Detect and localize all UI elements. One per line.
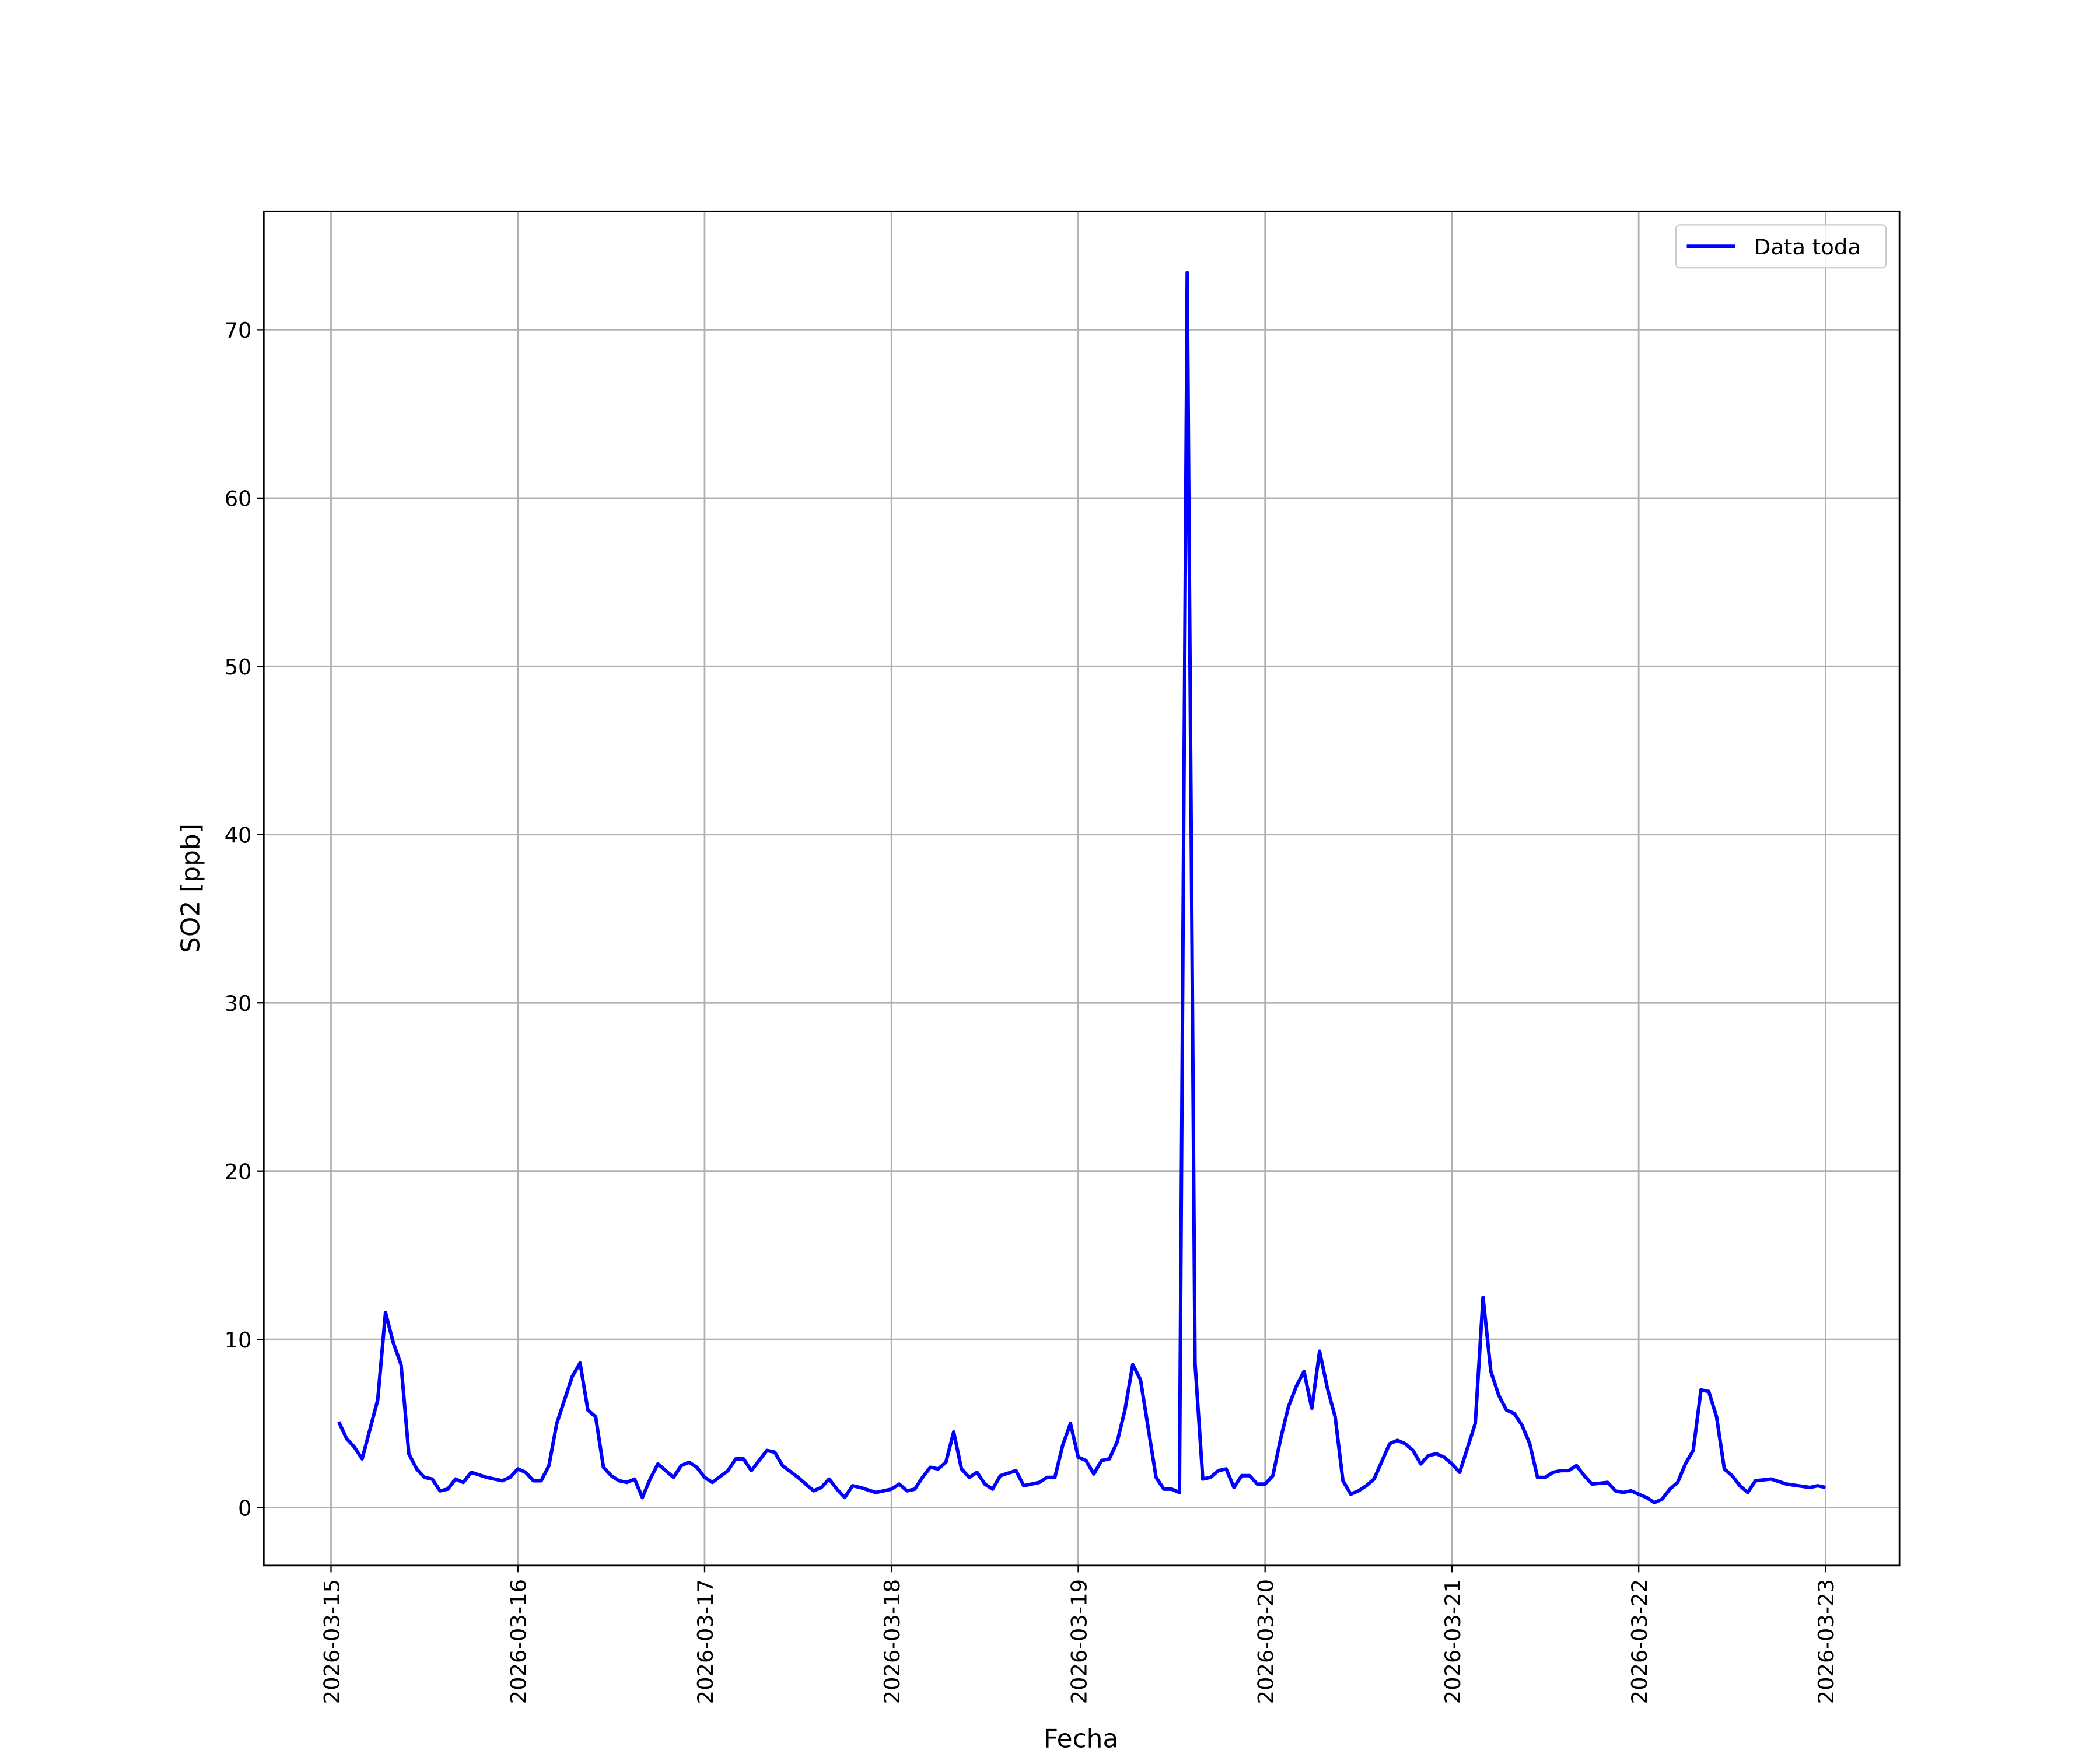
x-tick-label: 2026-03-15 bbox=[319, 1579, 344, 1704]
data-line bbox=[337, 271, 1826, 1504]
y-tick-label: 70 bbox=[225, 318, 252, 343]
x-axis-label: Fecha bbox=[1044, 1724, 1119, 1750]
y-tick-label: 50 bbox=[225, 654, 252, 680]
x-tick-label: 2026-03-23 bbox=[1814, 1579, 1839, 1704]
y-tick-label: 20 bbox=[225, 1160, 252, 1185]
legend: Data toda bbox=[1675, 224, 1887, 269]
x-tick-label: 2026-03-20 bbox=[1254, 1579, 1279, 1704]
y-axis-label: SO2 [ppb] bbox=[176, 824, 206, 953]
x-tick-label: 2026-03-21 bbox=[1440, 1579, 1465, 1704]
legend-label: Data toda bbox=[1754, 235, 1861, 260]
y-tick-label: 40 bbox=[225, 823, 252, 848]
y-tick-label: 60 bbox=[225, 487, 252, 512]
legend-box bbox=[1675, 224, 1887, 269]
x-tick-label: 2026-03-16 bbox=[506, 1579, 531, 1704]
x-tick-label: 2026-03-18 bbox=[880, 1579, 905, 1704]
y-tick-label: 30 bbox=[225, 991, 252, 1016]
y-tick-label: 0 bbox=[238, 1496, 251, 1521]
x-tick-label: 2026-03-22 bbox=[1627, 1579, 1652, 1704]
x-tick-label: 2026-03-17 bbox=[693, 1579, 718, 1704]
plot-frame bbox=[262, 210, 1901, 1567]
y-tick-label: 10 bbox=[225, 1328, 252, 1353]
x-tick-label: 2026-03-19 bbox=[1066, 1579, 1091, 1704]
